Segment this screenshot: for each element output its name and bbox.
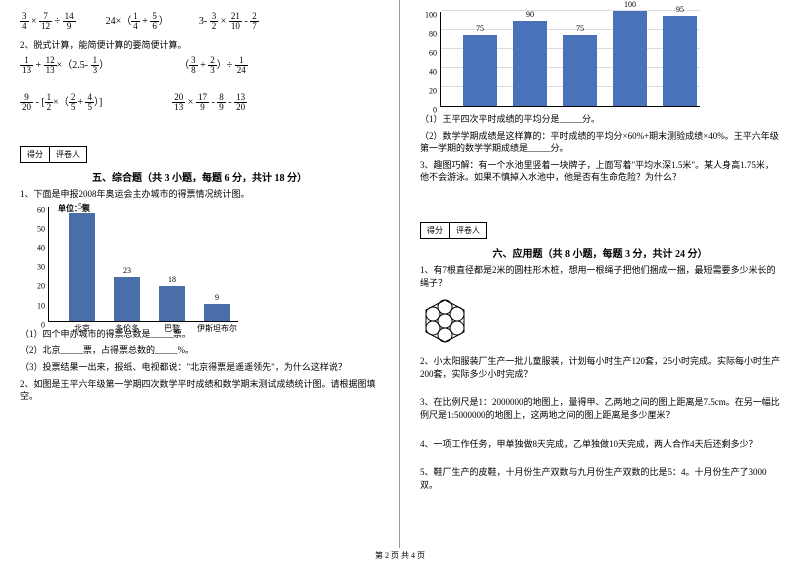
section-6-header: 得分 评卷人 六、应用题（共 8 小题，每题 3 分，共计 24 分） [420, 214, 780, 260]
page-footer: 第 2 页 共 4 页 [0, 550, 800, 561]
hexagon-icon [420, 297, 470, 345]
expr-1b: 24×（14 + 56） [106, 12, 169, 31]
reviewer-label: 评卷人 [50, 147, 86, 162]
chart-2: 02040608010075907510095 [440, 12, 700, 107]
score-label-2: 得分 [421, 223, 450, 238]
chart-2-wrap: 02040608010075907510095 [440, 12, 780, 107]
q5-2-text: 2、如图是王平六年级第一学期四次数学平时成绩和数学期末测试成绩统计图。请根据图填… [20, 378, 379, 403]
expression-row-1: 34 × 712 ÷ 149 24×（14 + 56） 3- 32 × 2110… [20, 12, 379, 31]
q2-sub1: （1）王平四次平时成绩的平均分是_____分。 [420, 113, 780, 126]
reviewer-label-2: 评卷人 [450, 223, 486, 238]
q6-3-text: 3、在比例尺是1：2000000的地图上，量得甲、乙两地之间的图上距离是7.5c… [420, 396, 780, 421]
q6-2-text: 2、小太阳服装厂生产一批儿童服装，计划每小时生产120套，25小时完成。实际每小… [420, 355, 780, 380]
score-box: 得分 评卷人 [20, 146, 87, 163]
expr-2b: （38 + 23）÷ 124 [179, 56, 248, 75]
q6-1-text: 1、有7根直径都是2米的圆柱形木桩，想用一根绳子把他们捆成一捆，最短需要多少米长… [420, 264, 780, 289]
expr-1c: 3- 32 × 2110 - 27 [199, 12, 259, 31]
chart-1-wrap: 单位：票 010203040506056北京23多伦多18巴黎9伊斯坦布尔 [48, 207, 379, 322]
expr-3b: 2013 × 179 - 89 - 1320 [172, 93, 247, 112]
question-2-label: 2、脱式计算，能简便计算的要简便计算。 [20, 39, 379, 52]
expression-row-3: 920 - [12×（25+ 45）] 2013 × 179 - 89 - 13… [20, 93, 379, 112]
expression-row-2: 113 + 1213×（2.5- 13） （38 + 23）÷ 124 [20, 56, 379, 75]
q6-4-text: 4、一项工作任务，甲单独做8天完成，乙单独做10天完成，两人合作4天后还剩多少？ [420, 438, 780, 451]
score-box-2: 得分 评卷人 [420, 222, 487, 239]
score-label: 得分 [21, 147, 50, 162]
q5-1-sub2: （2）北京_____票，占得票总数的_____%。 [20, 344, 379, 357]
q3-text: 3、趣图巧解：有一个水池里竖着一块牌子，上面写着"平均水深1.5米"。某人身高1… [420, 159, 780, 184]
q2-sub2: （2）数学学期成绩是这样算的：平时成绩的平均分×60%+期末测验成绩×40%。王… [420, 130, 780, 155]
chart-1: 010203040506056北京23多伦多18巴黎9伊斯坦布尔 [48, 207, 238, 322]
section-6-title: 六、应用题（共 8 小题，每题 3 分，共计 24 分） [420, 245, 780, 260]
right-column: 02040608010075907510095 （1）王平四次平时成绩的平均分是… [400, 0, 800, 548]
expr-3a: 920 - [12×（25+ 45）] [20, 93, 102, 112]
expr-1a: 34 × 712 ÷ 149 [20, 12, 76, 31]
section-5-header: 得分 评卷人 五、综合题（共 3 小题，每题 6 分，共计 18 分） [20, 138, 379, 184]
q6-5-text: 5、鞋厂生产的皮鞋，十月份生产双数与九月份生产双数的比是5：4。十月份生产了30… [420, 466, 780, 491]
expr-2a: 113 + 1213×（2.5- 13） [20, 56, 109, 75]
left-column: 34 × 712 ÷ 149 24×（14 + 56） 3- 32 × 2110… [0, 0, 400, 548]
q5-1-text: 1、下面是申报2008年奥运会主办城市的得票情况统计图。 [20, 188, 379, 201]
section-5-title: 五、综合题（共 3 小题，每题 6 分，共计 18 分） [20, 169, 379, 184]
q5-1-sub3: （3）投票结果一出来，报纸、电视都说："北京得票是遥遥领先"，为什么这样说？ [20, 361, 379, 374]
